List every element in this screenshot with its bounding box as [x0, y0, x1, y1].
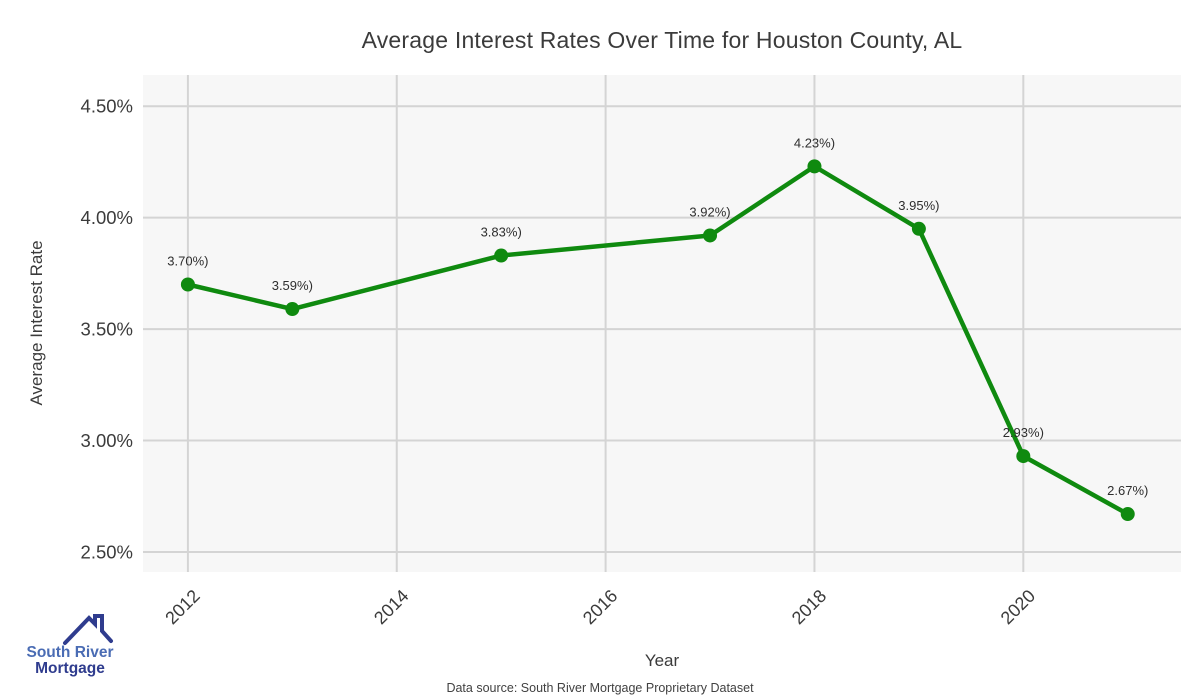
x-tick-label: 2018	[788, 586, 830, 628]
data-source-note: Data source: South River Mortgage Propri…	[446, 681, 754, 695]
y-tick-label: 3.50%	[81, 319, 133, 340]
data-point	[703, 228, 718, 243]
point-label: 3.92%)	[689, 204, 730, 219]
logo-text-south-river: South River	[26, 644, 114, 661]
data-point	[180, 277, 195, 292]
y-tick-label: 3.00%	[81, 430, 133, 451]
data-point	[285, 302, 300, 317]
data-point	[1120, 507, 1135, 522]
x-tick-label: 2016	[579, 586, 621, 628]
y-tick-label: 2.50%	[81, 541, 133, 562]
logo-text-mortgage: Mortgage	[35, 660, 105, 678]
house-roof-icon	[63, 614, 113, 645]
data-point	[494, 248, 509, 263]
x-tick-label: 2014	[370, 586, 412, 628]
data-point	[911, 221, 926, 236]
y-tick-label: 4.00%	[81, 207, 133, 228]
grid-lines	[143, 75, 1181, 572]
point-label: 3.95%)	[898, 198, 939, 213]
plot-area	[143, 75, 1181, 572]
point-label: 4.23%)	[794, 135, 835, 150]
x-axis-title: Year	[644, 651, 680, 670]
point-label: 2.93%)	[1003, 425, 1044, 440]
point-label: 3.59%)	[272, 278, 313, 293]
point-label: 3.83%)	[481, 225, 522, 240]
point-label: 3.70%)	[167, 253, 208, 268]
chart-title: Average Interest Rates Over Time for Hou…	[361, 27, 963, 53]
x-tick-label: 2012	[161, 586, 203, 628]
x-tick-label: 2020	[997, 586, 1039, 628]
point-label: 2.67%)	[1107, 483, 1148, 498]
y-tick-label: 4.50%	[81, 96, 133, 117]
y-axis-title: Average Interest Rate	[27, 240, 46, 406]
series-line	[185, 164, 1130, 517]
data-point	[807, 159, 822, 174]
data-point	[1016, 449, 1031, 464]
south-river-mortgage-logo: South River Mortgage	[20, 611, 120, 678]
